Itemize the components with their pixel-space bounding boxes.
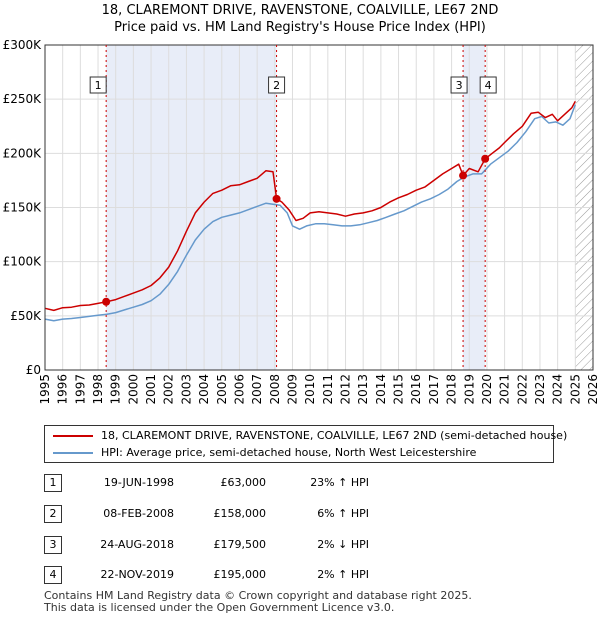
x-tick-label: 2008 bbox=[268, 374, 282, 405]
sale-point bbox=[481, 154, 490, 163]
chart-title-line2: Price paid vs. HM Land Registry's House … bbox=[114, 20, 486, 35]
sale-point bbox=[102, 297, 111, 306]
sale-marker-box bbox=[268, 76, 286, 94]
chart-title-line1: 18, CLAREMONT DRIVE, RAVENSTONE, COALVIL… bbox=[101, 3, 499, 18]
x-tick-label: 1995 bbox=[38, 374, 52, 405]
x-tick-label: 1999 bbox=[109, 374, 123, 405]
x-tick-label: 2000 bbox=[126, 374, 140, 405]
hpi-line bbox=[44, 104, 577, 322]
transaction-price: £179,500 bbox=[213, 538, 267, 551]
x-tick-label: 2017 bbox=[427, 374, 441, 405]
transaction-row: 2 08-FEB-2008 £158,000 6% ↑ HPI bbox=[44, 505, 564, 523]
x-tick-label: 2023 bbox=[533, 374, 547, 405]
legend-swatch-hpi bbox=[53, 452, 93, 454]
chart-title: 18, CLAREMONT DRIVE, RAVENSTONE, COALVIL… bbox=[0, 2, 600, 36]
x-tick-label: 2020 bbox=[480, 374, 494, 405]
transaction-date: 08-FEB-2008 bbox=[103, 507, 174, 520]
x-tick-label: 2009 bbox=[285, 374, 299, 405]
y-tick-label: £100K bbox=[3, 255, 43, 269]
x-tick-label: 2026 bbox=[586, 374, 600, 405]
transaction-price: £63,000 bbox=[220, 476, 267, 489]
property-price-line bbox=[44, 100, 576, 312]
x-tick-label: 2022 bbox=[515, 374, 529, 405]
legend-label-hpi: HPI: Average price, semi-detached house,… bbox=[101, 446, 477, 459]
transaction-hpi: 2% ↑ HPI bbox=[317, 568, 369, 581]
transaction-hpi: 2% ↓ HPI bbox=[317, 538, 369, 551]
x-tick-label: 1996 bbox=[56, 374, 70, 405]
chart-legend: 18, CLAREMONT DRIVE, RAVENSTONE, COALVIL… bbox=[44, 425, 567, 463]
sale-marker-box bbox=[89, 76, 107, 94]
sale-marker-box bbox=[479, 76, 497, 94]
legend-item-property: 18, CLAREMONT DRIVE, RAVENSTONE, COALVIL… bbox=[53, 428, 567, 444]
y-tick-label: £300K bbox=[3, 38, 43, 52]
x-tick-label: 2014 bbox=[374, 374, 388, 405]
sale-marker-box bbox=[450, 76, 468, 94]
transaction-price: £158,000 bbox=[213, 507, 267, 520]
x-tick-label: 2003 bbox=[179, 374, 193, 405]
transaction-number: 1 bbox=[44, 474, 62, 492]
x-tick-label: 2018 bbox=[445, 374, 459, 405]
transaction-row: 4 22-NOV-2019 £195,000 2% ↑ HPI bbox=[44, 566, 564, 584]
footer-copyright: Contains HM Land Registry data © Crown c… bbox=[44, 589, 472, 602]
transaction-number: 3 bbox=[44, 536, 62, 554]
x-tick-label: 1997 bbox=[73, 374, 87, 405]
x-tick-label: 2013 bbox=[356, 374, 370, 405]
x-tick-label: 2019 bbox=[462, 374, 476, 405]
y-tick-label: £50K bbox=[10, 309, 42, 323]
sale-marker-label: 4 bbox=[485, 79, 492, 92]
x-tick-label: 2001 bbox=[144, 374, 158, 405]
plot-frame bbox=[44, 44, 594, 371]
footer-credits: Contains HM Land Registry data © Crown c… bbox=[44, 590, 472, 614]
y-tick-label: £250K bbox=[3, 92, 43, 106]
sale-marker-label: 2 bbox=[273, 79, 280, 92]
y-tick-label: £0 bbox=[26, 363, 41, 377]
x-tick-label: 2024 bbox=[551, 374, 565, 405]
transaction-hpi: 6% ↑ HPI bbox=[317, 507, 369, 520]
sale-marker-label: 1 bbox=[95, 79, 102, 92]
y-tick-label: £200K bbox=[3, 146, 43, 160]
transaction-date: 19-JUN-1998 bbox=[103, 476, 174, 489]
transaction-price: £195,000 bbox=[213, 568, 267, 581]
transaction-row: 3 24-AUG-2018 £179,500 2% ↓ HPI bbox=[44, 536, 564, 554]
x-tick-label: 2004 bbox=[197, 374, 211, 405]
transaction-row: 1 19-JUN-1998 £63,000 23% ↑ HPI bbox=[44, 474, 564, 492]
transaction-number: 4 bbox=[44, 566, 62, 584]
transaction-date: 22-NOV-2019 bbox=[100, 568, 174, 581]
x-tick-label: 2016 bbox=[409, 374, 423, 405]
legend-label-property: 18, CLAREMONT DRIVE, RAVENSTONE, COALVIL… bbox=[101, 429, 568, 442]
x-tick-label: 2021 bbox=[498, 374, 512, 405]
x-tick-label: 2025 bbox=[568, 374, 582, 405]
legend-item-hpi: HPI: Average price, semi-detached house,… bbox=[53, 445, 476, 461]
x-tick-label: 2015 bbox=[392, 374, 406, 405]
x-tick-label: 2006 bbox=[232, 374, 246, 405]
legend-swatch-property bbox=[53, 435, 93, 437]
x-tick-label: 2005 bbox=[215, 374, 229, 405]
footer-licence: This data is licensed under the Open Gov… bbox=[44, 601, 395, 614]
x-tick-label: 2007 bbox=[250, 374, 264, 405]
x-tick-label: 2002 bbox=[162, 374, 176, 405]
transaction-date: 24-AUG-2018 bbox=[100, 538, 174, 551]
sale-point bbox=[459, 171, 468, 180]
sale-point bbox=[272, 194, 281, 203]
y-tick-label: £150K bbox=[3, 201, 43, 215]
x-tick-label: 2011 bbox=[321, 374, 335, 405]
x-tick-label: 2012 bbox=[339, 374, 353, 405]
x-tick-label: 1998 bbox=[91, 374, 105, 405]
transaction-hpi: 23% ↑ HPI bbox=[310, 476, 369, 489]
sale-marker-label: 3 bbox=[456, 79, 463, 92]
x-tick-label: 2010 bbox=[303, 374, 317, 405]
transaction-number: 2 bbox=[44, 505, 62, 523]
